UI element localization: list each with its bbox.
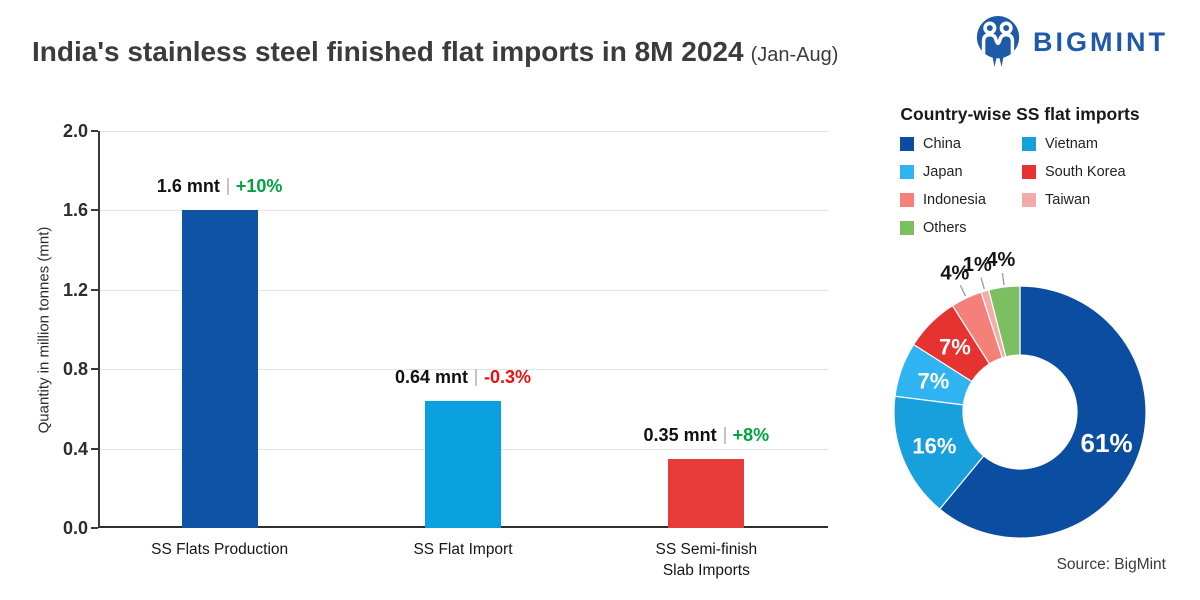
y-axis-tick <box>91 130 98 132</box>
gridline <box>100 289 828 291</box>
legend-swatch <box>900 192 914 207</box>
bar-value-label: 1.6 mnt +10% <box>100 176 340 197</box>
legend-item-vietnam: Vietnam <box>1022 134 1126 153</box>
legend-item-indonesia: Indonesia <box>900 190 1022 209</box>
slice-label-south-korea: 7% <box>939 334 971 359</box>
donut-chart-title: Country-wise SS flat imports <box>900 104 1140 124</box>
bigmint-logo-icon <box>976 16 1020 67</box>
y-axis-tick-label: 0.4 <box>62 438 88 459</box>
legend-swatch <box>900 164 914 179</box>
page-subtitle: (Jan-Aug) <box>750 44 839 66</box>
gridline <box>100 131 828 132</box>
y-axis-title: Quantity in million tonnes (mnt) <box>35 226 53 434</box>
y-axis-tick-label: 0.8 <box>62 359 88 380</box>
bar-value-label: 0.35 mnt +8% <box>586 425 826 446</box>
x-axis-category-label: SS Flat Import <box>378 539 548 560</box>
slice-label-japan: 7% <box>918 368 950 393</box>
donut-legend: China Vietnam Japan South Korea Indonesia Tai… <box>900 134 1126 237</box>
slice-label-others: 4% <box>986 249 1015 271</box>
brand-logo: BIGMINT <box>973 14 1168 70</box>
bar-change: +8% <box>732 424 770 445</box>
legend-swatch <box>1022 164 1036 179</box>
legend-swatch <box>1022 136 1036 151</box>
x-axis-category-label: SS Semi-finish Slab Imports <box>621 539 791 581</box>
x-axis-category-line: Slab Imports <box>662 562 750 579</box>
y-axis-tick-label: 2.0 <box>62 121 88 141</box>
legend-item-others: Others <box>900 218 1022 237</box>
page-title: India's stainless steel finished flat im… <box>32 36 838 68</box>
page-title-text: India's stainless steel finished flat im… <box>32 36 744 67</box>
donut-slice-others <box>987 285 1021 358</box>
donut-chart: 61% 16% 7% 7% 4%1%4% <box>893 249 1147 539</box>
leader-line-others <box>1001 273 1005 286</box>
y-axis-tick-label: 1.2 <box>62 279 88 300</box>
bar-ss-flats-production <box>181 210 258 528</box>
donut-slice-china <box>938 285 1147 539</box>
brand-name: BIGMINT <box>1033 26 1168 57</box>
bar-value-label: 0.64 mnt -0.3% <box>343 367 583 388</box>
gridline <box>100 210 828 212</box>
x-axis-category-line: SS Semi-finish <box>655 541 758 558</box>
bar-value: 0.35 mnt <box>643 424 717 445</box>
legend-label: South Korea <box>1045 163 1126 180</box>
slice-label-indonesia: 4% <box>940 263 969 285</box>
y-axis-tick <box>91 447 98 450</box>
legend-swatch <box>1022 192 1036 207</box>
legend-label: Vietnam <box>1045 135 1098 152</box>
separator <box>723 426 726 444</box>
legend-swatch <box>900 136 914 151</box>
legend-swatch <box>900 220 914 235</box>
gridline <box>100 369 828 371</box>
y-axis-tick <box>91 209 98 212</box>
bar-ss-semi-finish-slab-imports <box>668 458 745 528</box>
y-axis-tick-label: 0.0 <box>62 518 88 538</box>
slice-label-taiwan: 1% <box>963 254 992 276</box>
leader-line-indonesia <box>959 285 967 297</box>
bar-value: 0.64 mnt <box>394 366 468 387</box>
legend-label: China <box>923 135 961 152</box>
legend-item-taiwan: Taiwan <box>1022 190 1126 209</box>
y-axis-tick <box>91 288 98 291</box>
legend-item-japan: Japan <box>900 162 1022 181</box>
bar-value: 1.6 mnt <box>156 176 220 197</box>
slice-label-vietnam: 16% <box>912 433 956 458</box>
separator <box>475 368 477 386</box>
bar-change: -0.3% <box>484 366 532 387</box>
legend-label: Indonesia <box>923 191 986 208</box>
legend-label: Taiwan <box>1045 191 1091 208</box>
bar-change: +10% <box>235 176 283 197</box>
source-note: Source: BigMint <box>1056 556 1166 573</box>
y-axis-tick <box>91 368 98 371</box>
legend-item-china: China <box>900 134 1022 153</box>
x-axis-category-line: SS Flat Import <box>413 541 513 558</box>
separator <box>226 178 229 196</box>
x-axis-category-label: SS Flats Production <box>135 539 305 560</box>
legend-label: Japan <box>923 163 963 180</box>
y-axis-tick <box>91 527 98 529</box>
x-axis-category-line: SS Flats Production <box>151 541 289 558</box>
bar-ss-flat-import <box>425 400 501 528</box>
y-axis-tick-label: 1.6 <box>62 200 88 221</box>
slice-label-china: 61% <box>1081 428 1133 458</box>
legend-label: Others <box>923 219 967 236</box>
leader-line-taiwan <box>980 277 985 290</box>
legend-item-south-korea: South Korea <box>1022 162 1126 181</box>
